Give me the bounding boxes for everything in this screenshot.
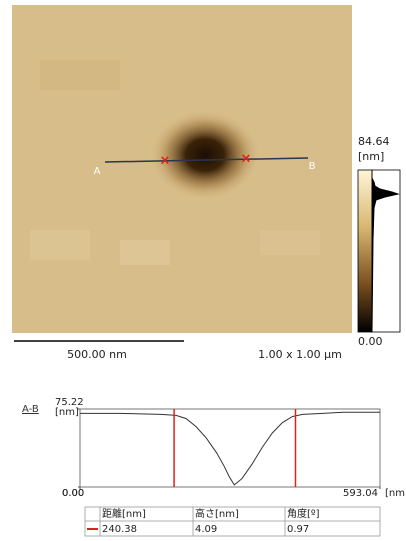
profile-curve [80,411,380,486]
scale-max: 84.64 [358,135,390,148]
texture [40,60,120,90]
profile-line [104,157,309,163]
scale-bar-label: 500.00 nm [67,348,127,361]
table-cell: 0.97 [287,524,309,535]
x-tick-label: 0.00 [62,488,84,499]
table-cell: 240.38 [102,524,137,535]
line-start: A [94,166,101,177]
plot-frame [79,408,381,488]
marker: × [241,152,252,167]
marker: × [160,154,171,169]
profile-title: A-B [22,404,39,415]
texture [260,230,320,255]
hole [150,110,260,200]
table-header: 距離[nm] [102,507,146,520]
line-end: B [309,161,316,172]
table-frame [84,506,381,537]
histogram [371,170,400,333]
scale-min: 0.00 [358,335,383,348]
scale-unit: [nm] [358,150,384,163]
y-tick-label: 75.22 [55,397,84,408]
x-unit: [nm] [385,488,406,499]
x-tick-label: 593.04 [343,488,378,499]
texture [120,240,170,265]
table-cell: 4.09 [195,524,217,535]
table-header: 高さ[nm] [195,507,239,520]
y-unit: [nm] [55,407,79,418]
image-size: 1.00 x 1.00 µm [258,348,342,361]
table [84,506,381,537]
table-header: 角度[º] [287,507,320,520]
color-bar [357,169,373,333]
texture [30,230,90,260]
y-tick-label: 0.00 [62,488,84,499]
